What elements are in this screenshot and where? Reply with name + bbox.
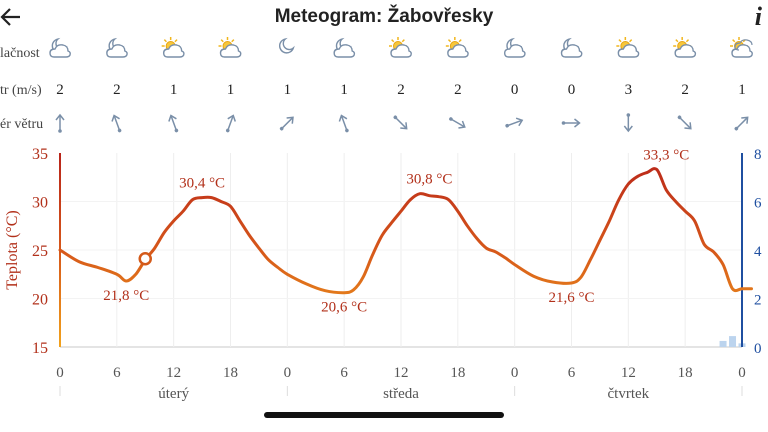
right-tick-label: 6 <box>754 196 762 212</box>
right-tick-label: 8 <box>754 147 762 163</box>
wind-arrow-icon <box>677 115 692 130</box>
wind-speed-value: 2 <box>113 82 121 98</box>
chart-grid <box>60 153 743 348</box>
wind-arrow-icon <box>111 114 122 133</box>
app-header: Meteogram: Žabovřesky i <box>0 0 768 36</box>
wind-arrow-icon <box>505 117 524 128</box>
arrow-left-icon <box>0 8 20 26</box>
sun-cloud-icon <box>616 37 640 58</box>
moon-icon <box>279 37 295 54</box>
wind-speed-value: 1 <box>284 82 292 98</box>
precipitation-bar <box>729 336 737 347</box>
temperature-axis-label: Teplota (°C) <box>4 210 21 289</box>
wind-arrow-icon <box>623 113 633 133</box>
wind-speed-value: 1 <box>227 82 235 98</box>
moon-cloud-icon <box>49 37 71 58</box>
day-label: úterý <box>158 386 189 402</box>
temperature-annotation: 30,4 °C <box>179 176 225 192</box>
precipitation-axis: 0 2 4 6 8 <box>741 147 762 357</box>
right-tick-label: 2 <box>754 293 762 309</box>
x-tick-label: 6 <box>340 365 348 381</box>
day-axis: úterý středa čtvrtek <box>59 386 743 402</box>
moon-cloud-icon <box>106 37 128 58</box>
day-label: středa <box>383 386 419 402</box>
x-tick-label: 0 <box>56 365 64 381</box>
x-tick-label: 0 <box>738 365 746 381</box>
x-tick-label: 6 <box>568 365 576 381</box>
info-button[interactable]: i <box>754 2 762 31</box>
wind-arrow-icon <box>393 115 408 130</box>
cloud-sun-rain-icon <box>730 37 753 58</box>
x-tick-label: 18 <box>678 365 693 381</box>
x-tick-label: 0 <box>284 365 292 381</box>
temperature-line <box>58 167 753 295</box>
moon-cloud-icon <box>560 37 583 58</box>
wind-arrow-icon <box>168 114 179 133</box>
page-title: Meteogram: Žabovřesky <box>274 6 494 27</box>
precipitation-bar <box>719 340 727 347</box>
wind-speed-value: 1 <box>738 82 746 98</box>
sun-cloud-icon <box>673 37 697 58</box>
x-tick-label: 0 <box>511 365 519 381</box>
x-tick-label: 6 <box>113 365 121 381</box>
y-tick-label: 25 <box>32 243 48 260</box>
wind-arrow-icon <box>449 117 466 129</box>
time-axis: 0 6 12 18 0 6 12 18 0 6 12 18 0 <box>56 365 746 381</box>
sun-cloud-icon <box>161 37 185 58</box>
temperature-annotation: 30,8 °C <box>406 172 452 188</box>
x-tick-label: 12 <box>166 365 181 381</box>
wind-speed-value: 2 <box>56 82 64 98</box>
wind-speed-value: 2 <box>397 82 405 98</box>
home-indicator <box>264 412 504 418</box>
x-tick-label: 12 <box>621 365 636 381</box>
temperature-axis: 15 20 25 30 35 <box>32 146 61 357</box>
wind-speed-value: 1 <box>170 82 178 98</box>
day-label: čtvrtek <box>608 386 650 402</box>
moon-cloud-icon <box>333 37 356 58</box>
y-tick-label: 15 <box>32 340 48 357</box>
wind-arrow-icon <box>225 114 236 133</box>
wind-speed-row-label: tr (m/s) <box>0 83 42 98</box>
wind-speed-value: 2 <box>454 82 462 98</box>
wind-speed-value: 2 <box>681 82 689 98</box>
wind-speed-value: 3 <box>625 82 633 98</box>
wind-dir-row-label: ér větru <box>0 117 43 132</box>
y-tick-label: 35 <box>32 146 48 163</box>
right-tick-label: 4 <box>754 244 762 260</box>
temperature-annotation: 33,3 °C <box>643 147 689 163</box>
wind-arrow-icon <box>55 113 65 133</box>
wind-speed-row: 2 2 1 1 1 1 2 2 0 0 3 2 1 <box>56 82 746 98</box>
wind-speed-value: 0 <box>568 82 576 98</box>
temperature-annotation: 20,6 °C <box>321 300 367 316</box>
right-tick-label: 0 <box>754 341 762 357</box>
y-tick-label: 30 <box>32 195 48 212</box>
sun-cloud-icon <box>218 37 242 58</box>
x-tick-label: 12 <box>394 365 409 381</box>
cloud-icons-row <box>49 37 753 58</box>
temperature-annotation: 21,6 °C <box>548 290 594 306</box>
y-tick-label: 20 <box>32 292 48 309</box>
wind-speed-value: 1 <box>340 82 348 98</box>
back-button[interactable] <box>0 4 22 30</box>
wind-arrow-icon <box>279 116 294 131</box>
x-tick-label: 18 <box>450 365 465 381</box>
wind-speed-value: 0 <box>511 82 519 98</box>
temperature-annotations: 21,8 °C 30,4 °C 20,6 °C 30,8 °C 21,6 °C 33,3 … <box>103 147 689 315</box>
moon-cloud-icon <box>503 37 526 58</box>
cloud-row-label: lačnost <box>0 46 40 61</box>
current-time-marker <box>138 251 152 266</box>
temperature-annotation: 21,8 °C <box>103 288 149 304</box>
wind-arrow-icon <box>338 114 349 133</box>
wind-direction-row <box>55 113 749 133</box>
x-tick-label: 18 <box>223 365 238 381</box>
wind-arrow-icon <box>734 116 749 131</box>
sun-cloud-icon <box>389 37 412 58</box>
wind-arrow-icon <box>561 118 581 128</box>
sun-cloud-icon <box>445 37 469 58</box>
